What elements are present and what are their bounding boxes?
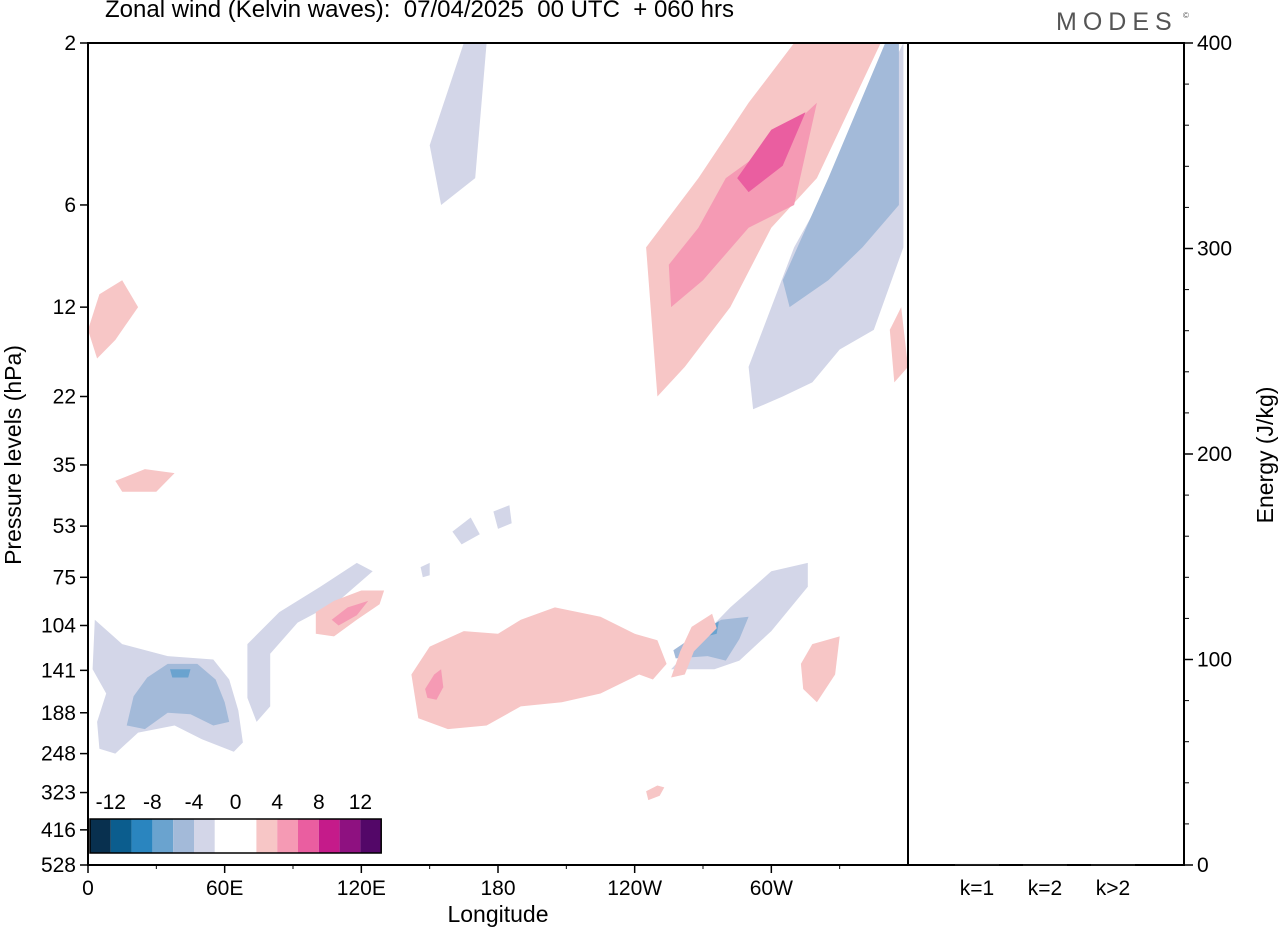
contour-layer — [88, 43, 908, 801]
x-tick-label-5: 60W — [750, 877, 793, 900]
contour-neg-9 — [429, 43, 487, 205]
colorbar-swatch-10 — [298, 819, 319, 853]
colorbar-swatch-6 — [214, 819, 236, 853]
colorbar-label-5: 8 — [313, 791, 325, 814]
y-tick-label-7: 104 — [41, 614, 76, 637]
y-tick-label-10: 248 — [41, 743, 76, 766]
x-axis-label: Longitude — [447, 901, 548, 927]
colorbar-swatch-2 — [131, 819, 153, 853]
modes-logo: MODES — [1056, 8, 1178, 36]
contour-pos-20 — [737, 112, 806, 193]
y-axis: 2 6 12 22 35 53 75 104 141 188 248 323 416 528 — [41, 32, 88, 877]
y-tick-label-3: 22 — [53, 385, 76, 408]
colorbar-frame — [89, 818, 382, 854]
energy-axis-label: Energy (J/kg) — [1252, 387, 1278, 524]
energy-plot-frame — [907, 42, 1185, 866]
contour-neg-8 — [782, 43, 899, 308]
colorbar-label-2: -4 — [185, 791, 204, 814]
energy-tick-label-0: 0 — [1197, 854, 1209, 877]
contour-pos-11 — [411, 607, 667, 730]
chart-title: Zonal wind (Kelvin waves): 07/04/2025 00… — [105, 0, 734, 23]
copyright-mark: © — [1183, 11, 1189, 20]
colorbar: -12 -8 -4 0 4 8 12 — [89, 791, 382, 854]
y-tick-label-12: 416 — [41, 819, 76, 842]
contour-pos-15 — [671, 613, 717, 678]
contour-pos-21 — [115, 469, 175, 492]
x-tick-label-1: 60E — [206, 877, 243, 900]
contour-pos-23 — [889, 307, 908, 383]
x-axis: 0 60E 120E 180 120W 60W — [82, 865, 841, 900]
y-tick-label-0: 2 — [64, 32, 76, 55]
colorbar-swatch-1 — [110, 819, 132, 853]
energy-bar-k=1 — [955, 863, 999, 866]
colorbar-swatch-13 — [360, 819, 382, 853]
contour-neg-1 — [247, 562, 373, 722]
contour-neg-10 — [452, 517, 480, 545]
y-tick-label-8: 141 — [41, 659, 76, 682]
energy-category-label-2: k>2 — [1096, 877, 1130, 900]
contour-pos-17 — [646, 785, 665, 801]
y-tick-label-2: 12 — [53, 296, 76, 319]
contour-pos-16 — [800, 636, 840, 703]
colorbar-swatch-5 — [194, 819, 215, 853]
contour-pos-12 — [425, 669, 444, 700]
x-tick-label-2: 120E — [337, 877, 386, 900]
colorbar-label-6: 12 — [349, 791, 372, 814]
contour-pos-14 — [331, 600, 369, 626]
y-tick-label-4: 35 — [53, 454, 76, 477]
energy-category-label-1: k=2 — [1028, 877, 1062, 900]
contour-neg-3 — [170, 669, 191, 678]
x-tick-label-4: 120W — [607, 877, 662, 900]
energy-tick-label-2: 200 — [1197, 443, 1232, 466]
contour-pos-22 — [88, 280, 139, 359]
contour-neg-25 — [493, 505, 512, 529]
contour-neg-2 — [126, 663, 230, 730]
energy-tick-label-1: 100 — [1197, 649, 1232, 672]
colorbar-swatch-0 — [90, 819, 111, 853]
colorbar-swatch-8 — [256, 819, 278, 853]
y-tick-label-9: 188 — [41, 702, 76, 725]
colorbar-swatch-3 — [152, 819, 174, 853]
y-tick-label-13: 528 — [41, 854, 76, 877]
contour-neg-24 — [420, 562, 430, 578]
colorbar-label-4: 4 — [271, 791, 283, 814]
colorbar-swatch-11 — [318, 819, 340, 853]
y-tick-label-11: 323 — [41, 782, 76, 805]
energy-category-label-0: k=1 — [960, 877, 994, 900]
y-tick-label-1: 6 — [64, 194, 76, 217]
colorbar-swatch-9 — [277, 819, 298, 853]
y-axis-label: Pressure levels (hPa) — [0, 345, 26, 565]
colorbar-label-3: 0 — [230, 791, 242, 814]
energy-bar-k>2 — [1091, 864, 1135, 866]
energy-axis: 0 100 200 300 400 — [1184, 32, 1232, 877]
energy-tick-label-4: 400 — [1197, 32, 1232, 55]
colorbar-swatch-7 — [235, 819, 257, 853]
energy-bar-k=2 — [1023, 864, 1067, 866]
y-tick-label-5: 53 — [53, 515, 76, 538]
y-tick-label-6: 75 — [53, 566, 76, 589]
colorbar-label-1: -8 — [143, 791, 162, 814]
x-tick-label-0: 0 — [82, 877, 94, 900]
energy-tick-label-3: 300 — [1197, 238, 1232, 261]
energy-bars: k=1 k=2 k>2 — [955, 863, 1135, 900]
colorbar-label-0: -12 — [96, 791, 126, 814]
x-tick-label-3: 180 — [480, 877, 515, 900]
colorbar-swatch-4 — [173, 819, 194, 853]
colorbar-swatch-12 — [339, 819, 361, 853]
